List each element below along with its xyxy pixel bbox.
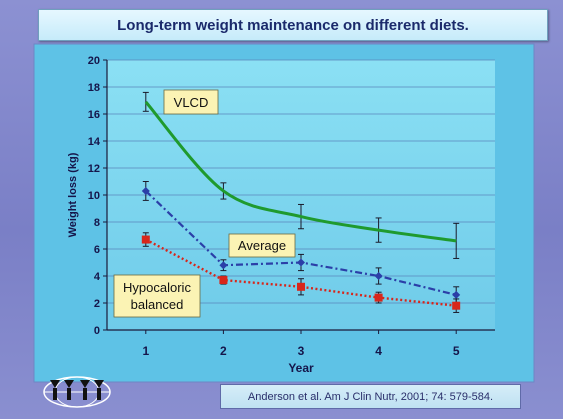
- series-vlcd: [142, 91, 460, 259]
- y-tick-label: 6: [94, 244, 100, 256]
- label-hypocaloric-line2: balanced: [131, 297, 184, 312]
- label-hypocaloric-box: Hypocaloric balanced: [113, 274, 201, 318]
- y-axis-label: Weight loss (kg): [67, 152, 79, 237]
- label-average: Average: [238, 238, 286, 253]
- x-tick-label: 5: [453, 344, 460, 358]
- y-ticks: 0 2 4 6 8 10 12 14 16 18 20: [88, 55, 107, 337]
- title-box: Long-term weight maintenance on differen…: [38, 9, 548, 41]
- series-average: [141, 181, 461, 304]
- citation-box: Anderson et al. Am J Clin Nutr, 2001; 74…: [220, 384, 521, 409]
- x-axis-label: Year: [288, 361, 314, 375]
- y-tick-label: 0: [94, 325, 100, 337]
- y-tick-label: 14: [88, 136, 101, 148]
- data-point: [297, 282, 305, 291]
- label-average-box: Average: [228, 233, 296, 258]
- label-vlcd: VLCD: [174, 95, 209, 110]
- y-tick-label: 12: [88, 163, 100, 175]
- data-point: [297, 258, 305, 267]
- series-group: [141, 91, 461, 313]
- series-hypocaloric: [141, 232, 461, 313]
- data-point: [141, 235, 150, 244]
- data-point: [219, 276, 228, 285]
- data-point: [141, 186, 150, 195]
- y-tick-label: 20: [88, 55, 100, 67]
- x-tick-label: 1: [142, 344, 149, 358]
- series-line: [144, 100, 457, 243]
- x-ticks: 1 2 3 4 5: [142, 330, 460, 358]
- x-tick-label: 2: [220, 344, 227, 358]
- x-tick-label: 4: [375, 344, 382, 358]
- series-labels: VLCD Average Hypocaloric balanced: [113, 89, 296, 318]
- y-tick-label: 10: [88, 190, 100, 202]
- label-vlcd-box: VLCD: [163, 89, 219, 115]
- data-point: [219, 261, 228, 270]
- label-hypocaloric-line1: Hypocaloric: [123, 280, 191, 295]
- x-tick-label: 3: [298, 344, 305, 358]
- logo-icon: [43, 376, 111, 408]
- data-point: [374, 272, 383, 280]
- y-tick-label: 2: [94, 298, 100, 310]
- citation: Anderson et al. Am J Clin Nutr, 2001; 74…: [247, 390, 494, 403]
- data-point: [452, 301, 461, 310]
- y-tick-label: 16: [88, 109, 100, 121]
- y-tick-label: 4: [94, 271, 101, 283]
- slide-title: Long-term weight maintenance on differen…: [117, 16, 469, 34]
- y-tick-label: 18: [88, 82, 100, 94]
- data-point: [374, 293, 383, 302]
- data-point: [452, 290, 461, 299]
- y-tick-label: 8: [94, 217, 100, 229]
